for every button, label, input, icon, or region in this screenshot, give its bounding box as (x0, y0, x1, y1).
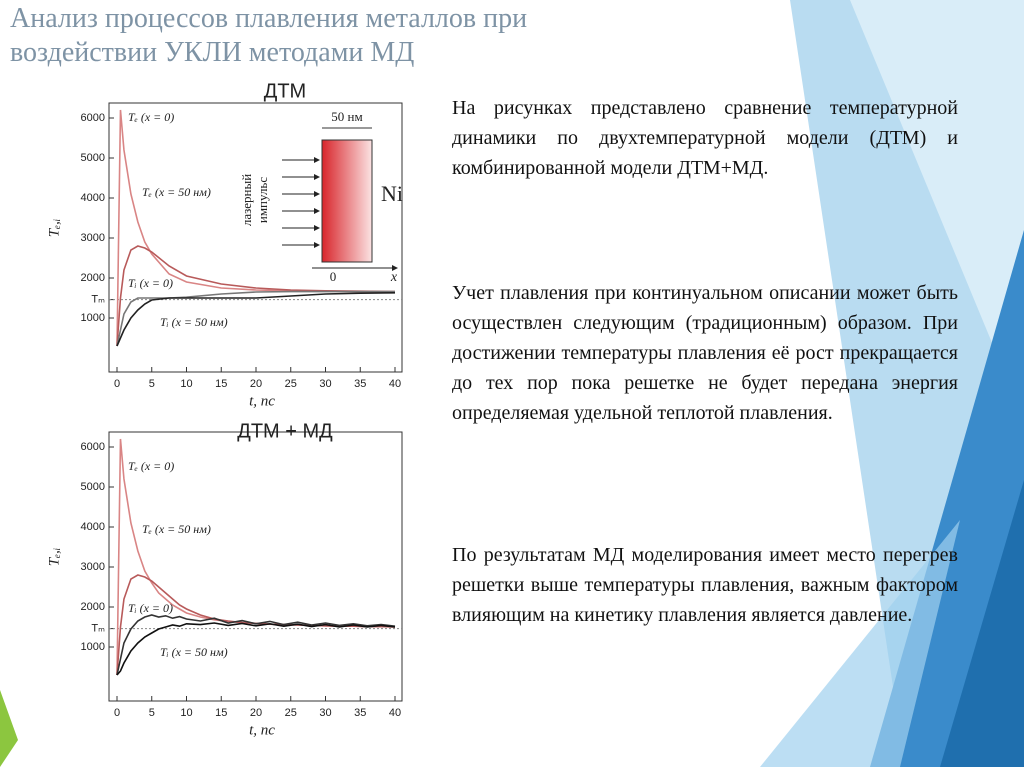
y-tick-label: 3000 (81, 561, 105, 573)
series-label: Tₑ (x = 0) (128, 110, 174, 124)
paragraph: По результатам МД моделирования имеет ме… (452, 544, 958, 626)
pulse-arrowhead (314, 225, 320, 231)
slide-title: Анализ процессов плавления металлов при … (10, 3, 528, 68)
chart-title: ДТМ + МД (237, 420, 333, 442)
x-tick-label: 10 (180, 707, 192, 719)
y-tick-label: Tₘ (91, 294, 105, 306)
x-tick-label: 0 (114, 707, 120, 719)
x-tick-label: 20 (250, 707, 262, 719)
y-tick-label: 2000 (81, 272, 105, 284)
x-tick-label: 30 (319, 378, 331, 390)
x-tick-label: 5 (149, 707, 155, 719)
series-line (116, 622, 396, 676)
x-tick-label: 20 (250, 378, 262, 390)
y-tick-label: 1000 (81, 312, 105, 324)
x-tick-label: 15 (215, 707, 227, 719)
x-tick-label: 35 (354, 707, 366, 719)
y-tick-label: 2000 (81, 601, 105, 613)
pulse-arrowhead (314, 208, 320, 214)
series-label: Tᵢ (x = 50 нм) (160, 645, 228, 659)
paragraph: Учет плавления при континуальном описани… (452, 282, 958, 424)
x-tick-label: 35 (354, 378, 366, 390)
decor (760, 520, 960, 767)
y-axis-label: Tₑ,ᵢ (46, 548, 62, 566)
series-line (116, 438, 396, 676)
x-axis-label: t, пс (249, 722, 275, 738)
inset-width: 50 нм (331, 109, 362, 124)
x-tick-label: 5 (149, 378, 155, 390)
chart-title: ДТМ (264, 80, 306, 102)
series-label: Tₑ (x = 50 нм) (142, 522, 211, 536)
decor (940, 480, 1024, 767)
inset-arrowhead (392, 265, 398, 271)
x-tick-label: 25 (285, 378, 297, 390)
x-tick-label: 25 (285, 707, 297, 719)
y-tick-label: Tₘ (91, 623, 105, 635)
inset-pulse: лазерный (239, 174, 254, 226)
pulse-arrowhead (314, 242, 320, 248)
pulse-arrowhead (314, 174, 320, 180)
series-line (116, 292, 396, 347)
series-label: Tₑ (x = 0) (128, 459, 174, 473)
series-label: Tᵢ (x = 0) (128, 601, 173, 615)
series-label: Tᵢ (x = 0) (128, 276, 173, 290)
y-tick-label: 4000 (81, 192, 105, 204)
y-axis-label: Tₑ,ᵢ (46, 219, 62, 237)
inset-material: Ni (381, 181, 403, 206)
series-line (116, 245, 396, 347)
y-tick-label: 3000 (81, 232, 105, 244)
pulse-arrowhead (314, 157, 320, 163)
series-label: Tᵢ (x = 50 нм) (160, 315, 228, 329)
x-tick-label: 15 (215, 378, 227, 390)
inset-axis-label: x (390, 270, 398, 285)
y-tick-label: 4000 (81, 521, 105, 533)
target-slab (321, 139, 373, 263)
inset-origin: 0 (330, 269, 337, 284)
x-axis-label: t, пс (249, 393, 275, 409)
y-tick-label: 6000 (81, 112, 105, 124)
x-tick-label: 40 (389, 707, 401, 719)
decor (850, 0, 1024, 420)
y-tick-label: 5000 (81, 152, 105, 164)
x-tick-label: 10 (180, 378, 192, 390)
y-tick-label: 6000 (81, 441, 105, 453)
series-line (116, 614, 396, 676)
decor (0, 690, 18, 767)
x-tick-label: 40 (389, 378, 401, 390)
x-tick-label: 0 (114, 378, 120, 390)
inset-pulse: импульс (255, 177, 270, 223)
pulse-arrowhead (314, 191, 320, 197)
paragraph: На рисунках представлено сравнение темпе… (452, 97, 958, 179)
y-tick-label: 5000 (81, 481, 105, 493)
series-label: Tₑ (x = 50 нм) (142, 185, 211, 199)
y-tick-label: 1000 (81, 641, 105, 653)
x-tick-label: 30 (319, 707, 331, 719)
